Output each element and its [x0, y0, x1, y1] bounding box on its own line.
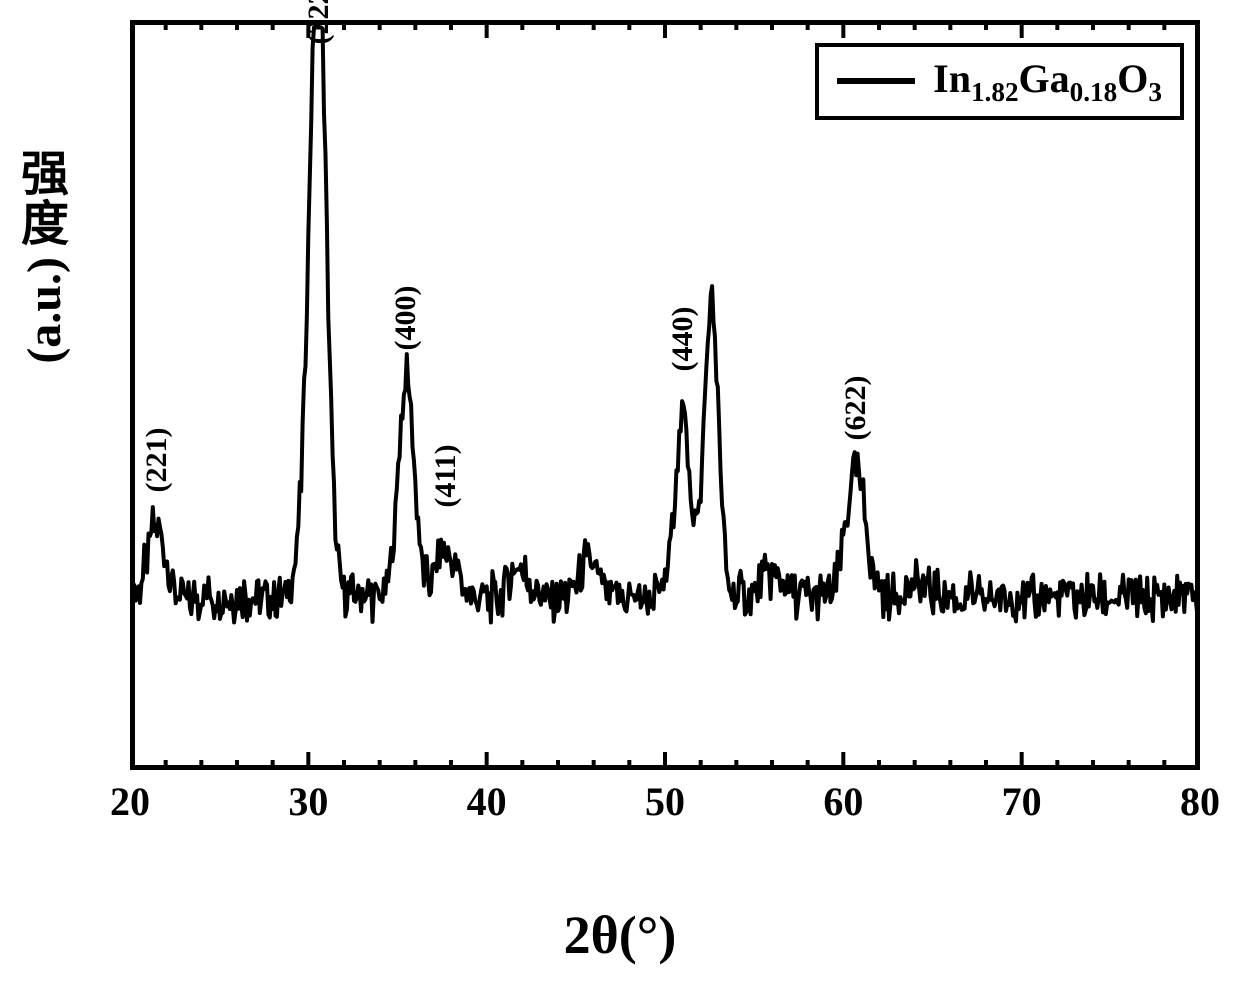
- x-tick-label: 80: [1180, 778, 1220, 825]
- x-tick-label: 30: [288, 778, 328, 825]
- y-axis-label-unit: (a.u.): [20, 257, 70, 364]
- x-tick-label: 70: [1002, 778, 1042, 825]
- x-axis-label: 2θ(°): [0, 904, 1240, 966]
- peak-label: (222): [302, 0, 336, 45]
- x-tick-label: 40: [467, 778, 507, 825]
- peak-label: (400): [389, 285, 423, 350]
- peak-label: (622): [839, 375, 873, 440]
- xrd-figure: 强度 (a.u.) 20 30 40 50 60 70 80 (221) (222) (400) (…: [0, 0, 1240, 984]
- peak-label: (411): [429, 445, 463, 508]
- x-tick-label: 20: [110, 778, 150, 825]
- axes-frame: [133, 23, 1198, 768]
- x-tick-label: 60: [823, 778, 863, 825]
- xrd-svg: [130, 20, 1200, 840]
- peak-label: (440): [666, 307, 700, 372]
- y-axis-label-cjk: 强度: [10, 150, 80, 251]
- x-tick-label: 50: [645, 778, 685, 825]
- legend-text: In1.82Ga0.18O3: [933, 55, 1162, 108]
- y-axis-label: 强度 (a.u.): [10, 150, 80, 363]
- legend-line: [837, 78, 915, 84]
- peak-label: (221): [140, 428, 174, 493]
- plot-area: 20304050607080(221)(222)(400)(411)(440)(…: [130, 20, 1200, 840]
- legend: In1.82Ga0.18O3: [815, 43, 1184, 120]
